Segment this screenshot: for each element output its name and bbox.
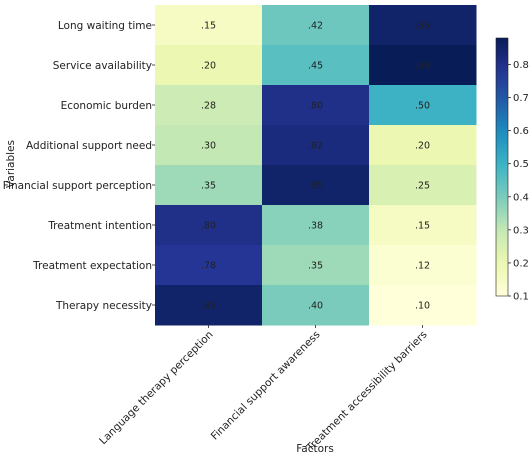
cell-value-label: .35 (201, 181, 216, 192)
heatmap-cell (262, 165, 370, 206)
colorbar-tick-label: 0.1 (513, 292, 529, 303)
heatmap-cell (155, 85, 263, 126)
cell-value-label: .80 (308, 101, 323, 112)
axis-ticks (152, 24, 423, 328)
y-tick-label: Economic burden (61, 100, 152, 112)
cell-value-label: .30 (201, 141, 216, 152)
heatmap-cell (155, 205, 263, 246)
cell-value-label: .50 (415, 101, 430, 112)
x-tick-label: Language therapy perception (97, 329, 215, 447)
cell-value-label: .10 (415, 301, 430, 312)
heatmap-cell (155, 5, 263, 46)
colorbar-gradient (495, 37, 509, 297)
heatmap-cell (369, 5, 477, 46)
colorbar: 0.1 0.2 0.3 0.4 0.5 0.6 0.7 0.8 (495, 37, 529, 303)
cell-value-label: .15 (415, 221, 430, 232)
heatmap-cell (262, 85, 370, 126)
heatmap-cell (155, 245, 263, 286)
cell-value-label: .45 (308, 61, 323, 72)
y-axis-tick-labels: Long waiting time Service availability Eco… (3, 20, 152, 312)
x-tick-label: Financial support awareness (209, 329, 323, 443)
cell-value-label: .20 (201, 61, 216, 72)
x-tick-label: Treatment accessibility barriers (304, 329, 430, 455)
heatmap-cell (155, 45, 263, 86)
cell-value-label: .88 (415, 61, 430, 72)
heatmap-cell (262, 245, 370, 286)
y-tick-label: Service availability (53, 60, 152, 72)
y-tick-label: Financial support perception (3, 180, 152, 192)
colorbar-tick-label: 0.7 (513, 93, 529, 104)
cell-value-label: .85 (415, 21, 430, 32)
cell-value-label: .78 (201, 261, 216, 272)
cell-value-label: .42 (308, 21, 323, 32)
cell-value-label: .20 (415, 141, 430, 152)
heatmap-cell (262, 285, 370, 326)
heatmap-cell (262, 5, 370, 46)
heatmap-cell (369, 125, 477, 166)
heatmap-cell (155, 285, 263, 326)
colorbar-tick-label: 0.8 (513, 60, 529, 71)
heatmap-cell (369, 205, 477, 246)
heatmap-cell (369, 245, 477, 286)
heatmap-cell (155, 125, 263, 166)
cell-value-label: .28 (201, 101, 216, 112)
heatmap-cell (262, 205, 370, 246)
heatmap-cell (369, 45, 477, 86)
heatmap-cell-labels: .15 .42 .85 .20 .45 .88 .28 .80 .50 .30 .82 .20 .35.… (201, 21, 430, 312)
cell-value-label: .85 (201, 301, 216, 312)
colorbar-tick-label: 0.6 (513, 126, 529, 137)
cell-value-label: .85 (308, 181, 323, 192)
heatmap-cells (155, 5, 477, 326)
cell-value-label: .38 (308, 221, 323, 232)
colorbar-tick-label: 0.5 (513, 159, 529, 170)
cell-value-label: .35 (308, 261, 323, 272)
colorbar-tick-label: 0.4 (513, 192, 529, 203)
y-tick-label: Treatment expectation (32, 260, 152, 272)
heatmap-cell (369, 165, 477, 206)
y-tick-label: Treatment intention (47, 220, 152, 232)
heatmap-cell (369, 85, 477, 126)
heatmap-cell (369, 285, 477, 326)
heatmap-cell (155, 165, 263, 206)
heatmap-cell (262, 125, 370, 166)
y-axis-title: Variables (5, 140, 17, 188)
cell-value-label: .40 (308, 301, 323, 312)
heatmap-cell (262, 45, 370, 86)
y-tick-label: Additional support need (26, 140, 152, 152)
y-tick-label: Therapy necessity (55, 300, 152, 312)
cell-value-label: .82 (308, 141, 323, 152)
colorbar-tick-label: 0.3 (513, 225, 529, 236)
cell-value-label: .80 (201, 221, 216, 232)
y-tick-label: Long waiting time (58, 20, 152, 32)
x-axis-title: Factors (296, 443, 334, 455)
cell-value-label: .15 (201, 21, 216, 32)
cell-value-label: .12 (415, 261, 430, 272)
cell-value-label: .25 (415, 181, 430, 192)
colorbar-tick-label: 0.2 (513, 258, 529, 269)
